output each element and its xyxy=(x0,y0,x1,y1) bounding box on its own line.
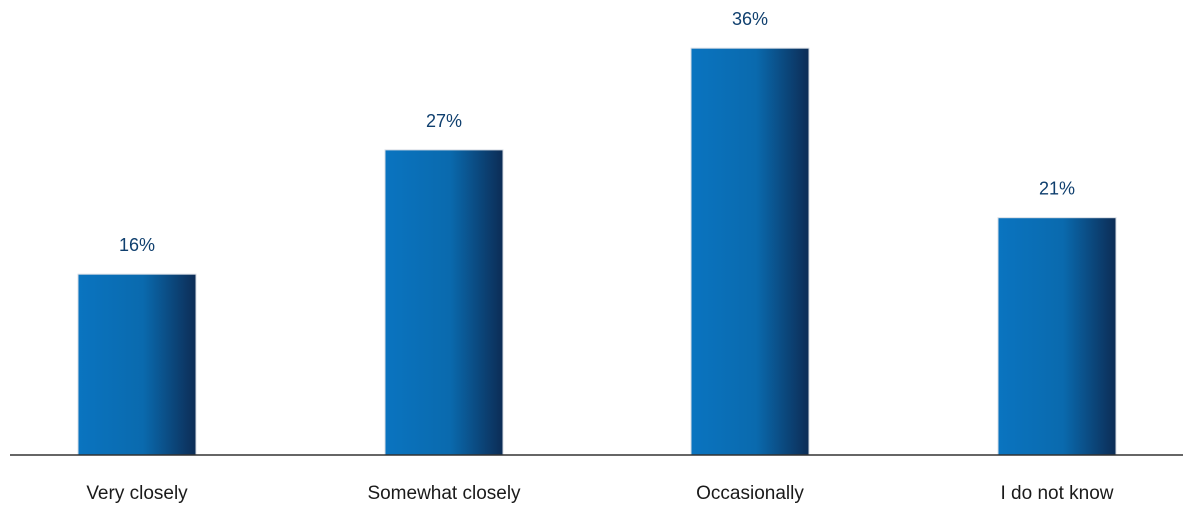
value-labels-layer: 16% 27% 36% 21% xyxy=(119,9,1075,255)
bar-3 xyxy=(690,47,810,456)
category-label: Somewhat closely xyxy=(367,483,521,504)
bar-value-label: 16% xyxy=(119,235,155,255)
category-label: Occasionally xyxy=(696,483,804,504)
category-labels-layer: Very closely Somewhat closely Occasionally… xyxy=(86,483,1113,504)
category-label: Very closely xyxy=(86,483,188,504)
bars-layer xyxy=(77,47,1117,456)
bar-value-label: 36% xyxy=(732,9,768,29)
bar-value-label: 27% xyxy=(426,111,462,131)
category-label: I do not know xyxy=(1000,483,1113,504)
bar-2 xyxy=(384,149,504,456)
bar-value-label: 21% xyxy=(1039,179,1075,199)
bar-1 xyxy=(77,273,197,456)
bar-4 xyxy=(997,217,1117,456)
